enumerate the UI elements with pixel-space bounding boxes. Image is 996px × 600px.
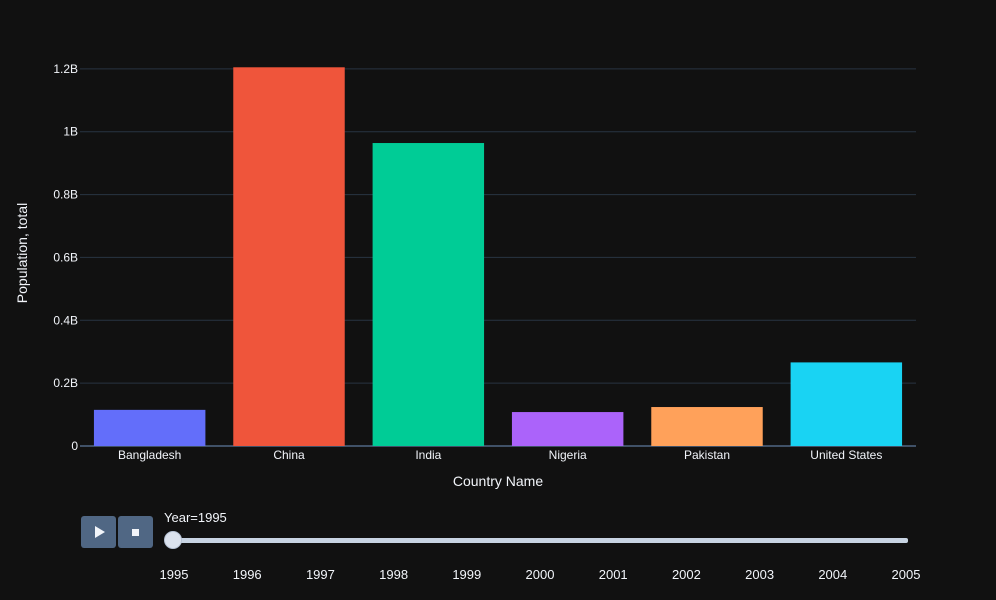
y-tick-label: 0.2B (53, 376, 78, 390)
gridlines (80, 68, 916, 447)
slider-value: 1995 (197, 510, 227, 525)
play-icon (94, 526, 105, 538)
bar-india (372, 143, 485, 446)
slider-current-value: Year=1995 (164, 510, 227, 525)
slider-year-label[interactable]: 1995 (160, 567, 189, 582)
y-axis-title: Population, total (14, 203, 30, 303)
x-tick-labels: Bangladesh China India Nigeria Pakistan Unite… (118, 448, 882, 462)
y-tick-labels: 0 0.2B 0.4B 0.6B 0.8B 1B 1.2B (53, 62, 78, 453)
bar-bangladesh (93, 409, 206, 446)
bar-pakistan (651, 407, 763, 446)
bar-nigeria (511, 412, 624, 446)
slider-year-label[interactable]: 1998 (379, 567, 408, 582)
y-tick-label: 1.2B (53, 62, 78, 76)
slider-year-label[interactable]: 2004 (818, 567, 847, 582)
slider-year-label[interactable]: 2000 (526, 567, 555, 582)
stop-icon (132, 528, 139, 536)
play-button[interactable] (81, 516, 116, 548)
year-slider-handle[interactable] (164, 531, 182, 549)
slider-year-label[interactable]: 2003 (745, 567, 774, 582)
y-tick-label: 0.4B (53, 313, 78, 327)
x-tick-label: Nigeria (549, 448, 587, 462)
slider-year-label[interactable]: 2005 (892, 567, 921, 582)
x-tick-label: China (273, 448, 305, 462)
x-tick-label: Pakistan (684, 448, 730, 462)
bar-china (233, 67, 345, 447)
x-tick-label: India (415, 448, 441, 462)
slider-year-label[interactable]: 1999 (452, 567, 481, 582)
slider-year-labels: 1995 1996 1997 1998 1999 2000 2001 2002 2003 2004… (160, 567, 921, 582)
slider-year-label[interactable]: 2001 (599, 567, 628, 582)
y-tick-label: 1B (63, 125, 78, 139)
stop-button[interactable] (118, 516, 153, 548)
y-tick-label: 0 (71, 439, 78, 453)
y-tick-label: 0.8B (53, 188, 78, 202)
slider-prefix: Year= (164, 510, 198, 525)
slider-year-label[interactable]: 1996 (233, 567, 262, 582)
x-tick-label: Bangladesh (118, 448, 181, 462)
y-tick-label: 0.6B (53, 250, 78, 264)
year-slider-rail[interactable] (172, 538, 908, 543)
bars (93, 67, 903, 447)
x-axis-title: Country Name (453, 473, 543, 489)
slider-year-label[interactable]: 2002 (672, 567, 701, 582)
slider-year-label[interactable]: 1997 (306, 567, 335, 582)
x-tick-label: United States (810, 448, 882, 462)
bar-united-states (790, 362, 903, 446)
